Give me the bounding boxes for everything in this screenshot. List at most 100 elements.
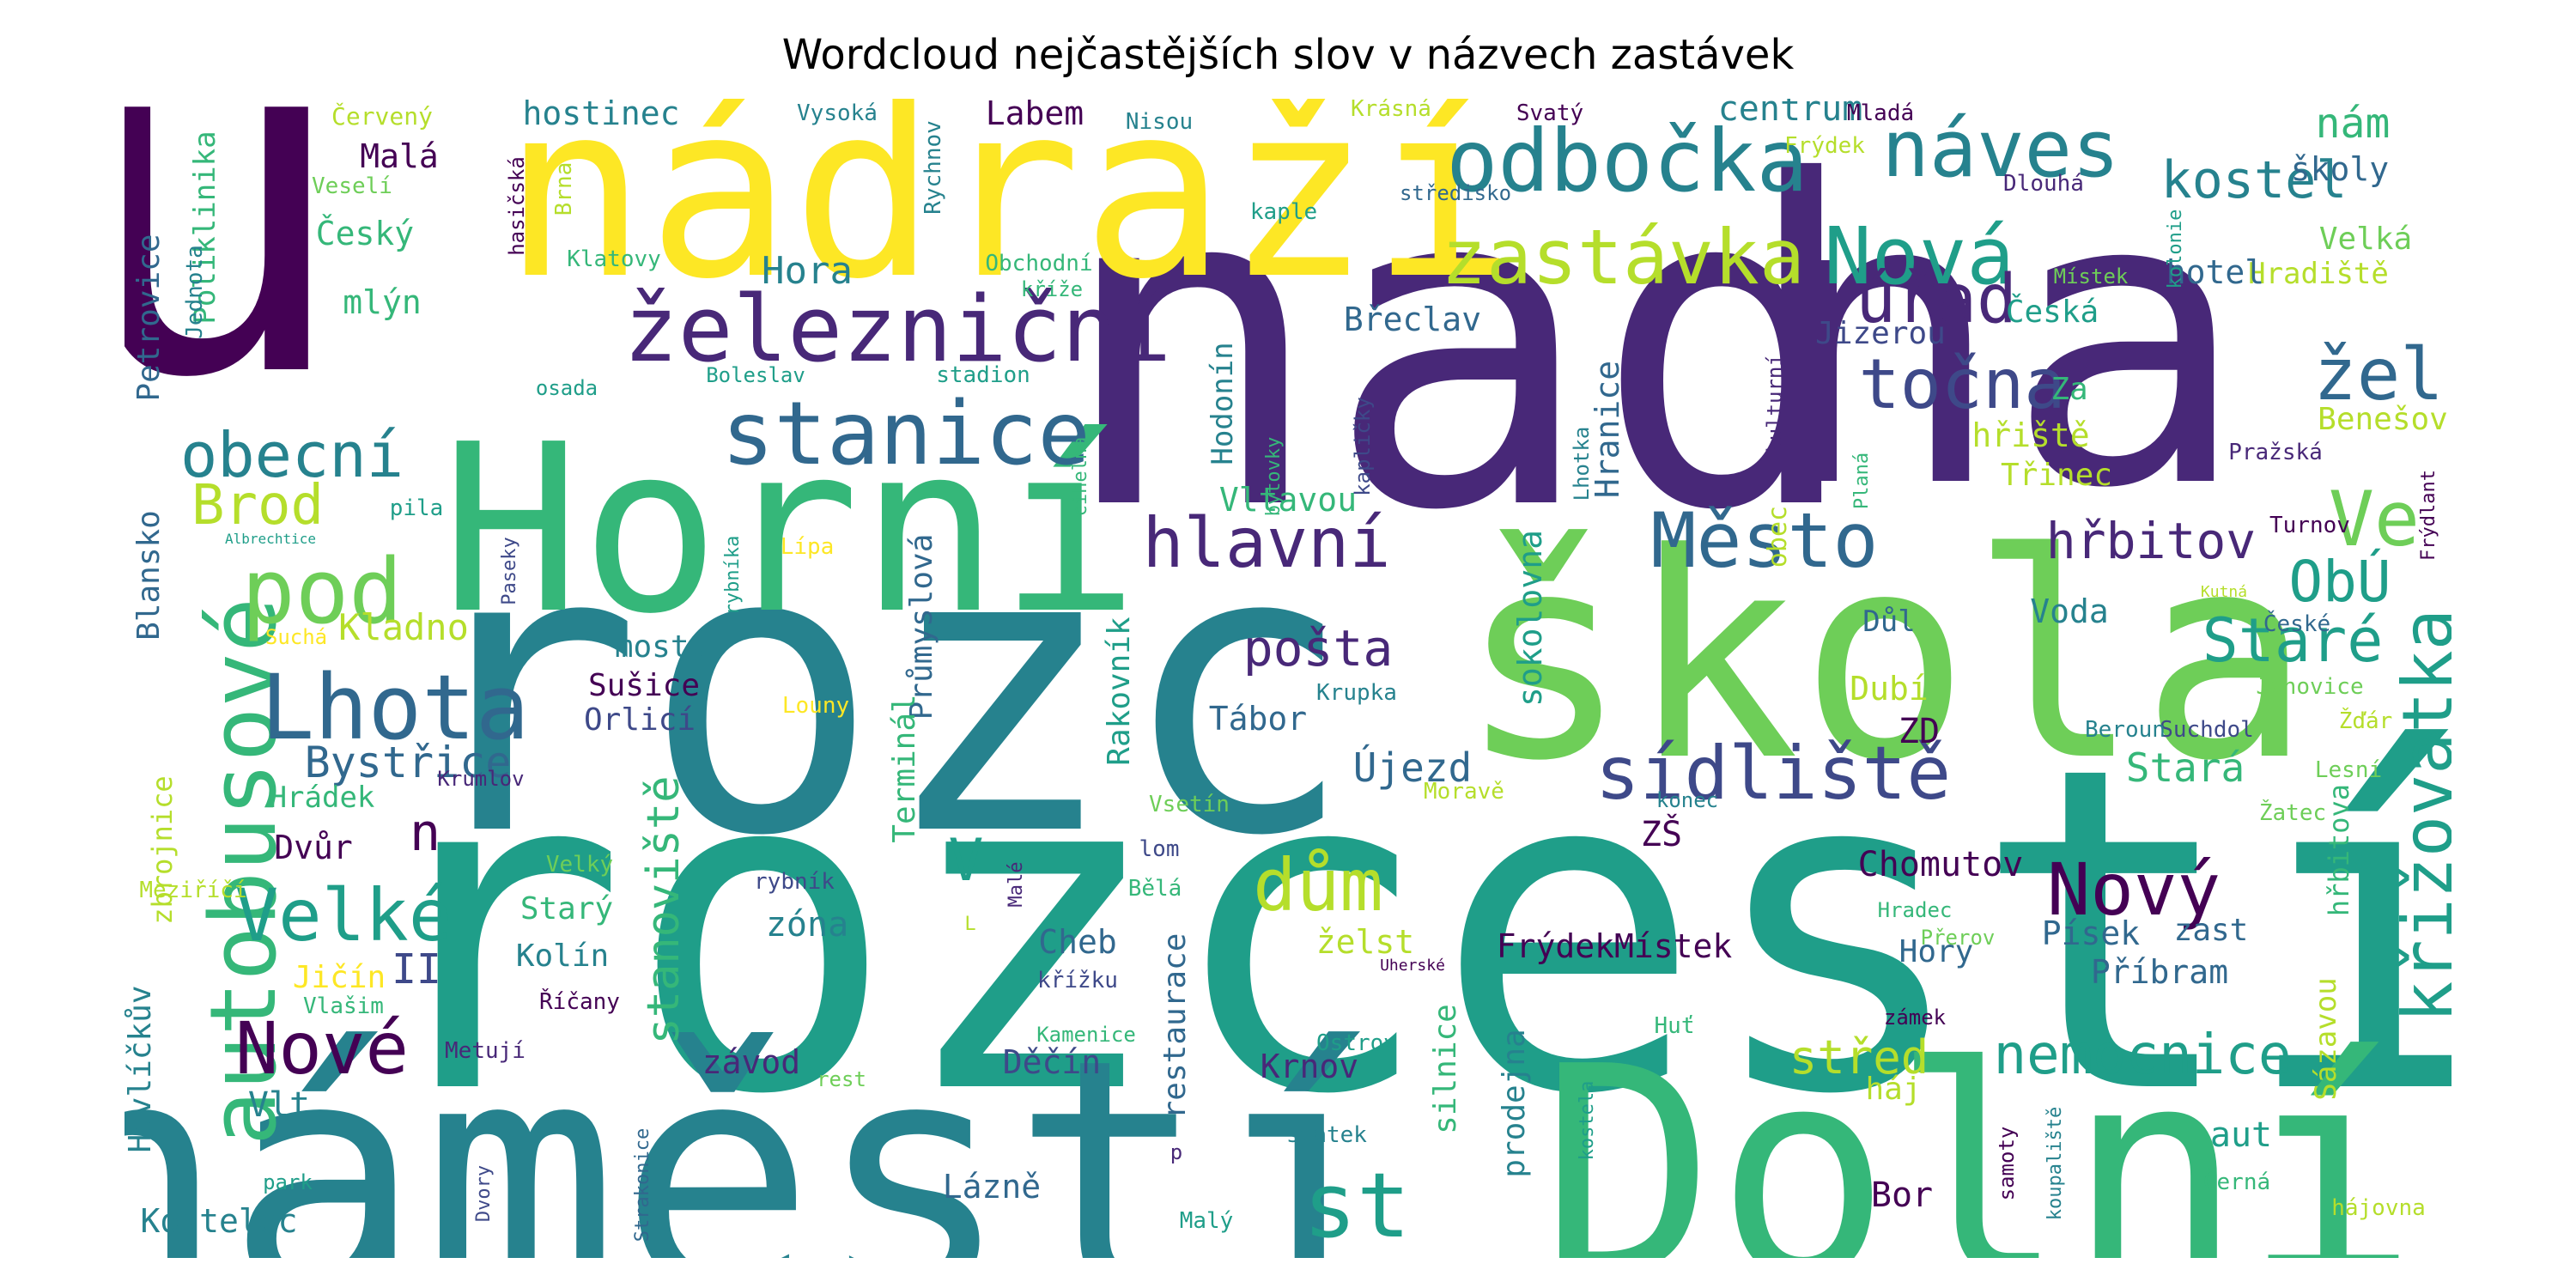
cloud-word: Boleslav [706, 363, 805, 387]
cloud-word: středisko [1400, 181, 1511, 205]
cloud-word: Kolín [516, 939, 609, 974]
cloud-word: Terminál [887, 694, 922, 842]
cloud-word: Nový [2047, 848, 2221, 932]
cloud-word: kaple [1250, 199, 1317, 225]
cloud-word: Červený [331, 101, 433, 131]
cloud-word: Suchdol [2160, 717, 2254, 743]
cloud-word: statek [1286, 1122, 1367, 1148]
cloud-word: p [1170, 1140, 1182, 1164]
cloud-word: stanoviště [638, 775, 690, 1044]
cloud-word: nad [1056, 88, 1862, 608]
cloud-word: želst [1316, 923, 1414, 961]
cloud-word: Písek [2042, 914, 2141, 952]
cloud-word: Louny [782, 693, 849, 719]
cloud-word: nám [2316, 100, 2391, 148]
cloud-word: n [410, 803, 440, 863]
cloud-word: konec [1656, 788, 1718, 812]
cloud-word: II [392, 945, 441, 993]
cloud-word: u [61, 0, 350, 483]
cloud-word: dům [1253, 843, 1383, 927]
cloud-word: kolonie [2165, 210, 2186, 289]
cloud-word: Žďár [2339, 707, 2393, 734]
cloud-word: Hora [762, 249, 853, 293]
cloud-word: Labem [986, 94, 1084, 132]
cloud-word: Třinec [2001, 458, 2112, 493]
cloud-word: kulturní [1763, 354, 1787, 453]
cloud-word: kapličky [1351, 397, 1375, 496]
cloud-word: Hory [1899, 934, 1974, 969]
cloud-word: Újezd [1353, 744, 1472, 791]
cloud-word: Lípa [781, 534, 835, 560]
cloud-word: Paseky [499, 537, 520, 605]
cloud-word: Meziříčí [139, 878, 246, 903]
cloud-word: ObÚ [2288, 549, 2391, 615]
cloud-word: rybníka [722, 536, 744, 616]
cloud-word: V [949, 827, 984, 895]
chart-title: Wordcloud nejčastějších slov v názvech z… [781, 31, 1795, 79]
cloud-word: FrýdekMístek [1497, 927, 1733, 965]
cloud-word: silnice [1428, 1004, 1463, 1134]
cloud-word: náměstí [29, 989, 1404, 1288]
cloud-word: stanice [721, 383, 1091, 485]
cloud-word: mostu [615, 629, 708, 665]
cloud-word: Vlt [248, 1085, 310, 1125]
cloud-word: Město [1651, 496, 1879, 585]
cloud-word: obec [1763, 506, 1793, 568]
cloud-word: Vlašim [303, 993, 384, 1019]
cloud-word: Veselí [312, 173, 392, 199]
cloud-word: L [964, 914, 975, 935]
cloud-word: Ostrov [1316, 1030, 1397, 1056]
cloud-word: Uherské [1380, 957, 1445, 975]
cloud-word: Přerov [1921, 926, 1996, 950]
cloud-word: náves [1882, 103, 2120, 195]
cloud-word: Cheb [1038, 923, 1117, 961]
cloud-word: Malý [1180, 1208, 1234, 1234]
cloud-word: Hradiště [2248, 257, 2389, 291]
cloud-word: Brna [551, 162, 577, 216]
cloud-word: Malé [1005, 862, 1027, 908]
cloud-word: závod [702, 1043, 800, 1081]
cloud-word: odbočka [1446, 111, 1807, 211]
cloud-word: stadion [936, 362, 1030, 388]
cloud-word: Hradec [1878, 898, 1953, 922]
cloud-word: Bystřice [305, 738, 512, 787]
cloud-word: hasičská [505, 156, 529, 256]
cloud-word: restaurace [1157, 933, 1193, 1120]
cloud-word: Vysoká [797, 100, 878, 126]
cloud-word: Lázně [943, 1168, 1041, 1206]
cloud-word: školy [2291, 150, 2389, 188]
cloud-word: Brod [191, 474, 324, 538]
cloud-word: lom [1139, 836, 1180, 862]
cloud-word: Voda [2030, 592, 2109, 630]
cloud-word: Obchodní [985, 251, 1092, 276]
cloud-word: Pražská [2228, 440, 2323, 465]
cloud-word: st [1303, 1153, 1410, 1258]
cloud-word: zbrojnice [146, 775, 179, 924]
cloud-word: Moravě [1424, 779, 1504, 805]
cloud-word: Dlouhá [2003, 171, 2084, 197]
cloud-word: hotel [2166, 253, 2264, 291]
cloud-word: Janovice [2256, 674, 2363, 700]
cloud-word: Turnov [2269, 513, 2350, 538]
cloud-word: Žatec [2259, 799, 2326, 826]
cloud-word: aut [2210, 1115, 2272, 1155]
cloud-word: Místek [2054, 264, 2129, 289]
cloud-word: Dubí [1850, 670, 1929, 708]
cloud-word: Klatovy [567, 246, 661, 272]
cloud-word: Ve [2329, 475, 2420, 563]
cloud-word: Průmyslová [904, 534, 939, 720]
cloud-word: bytovky [1263, 437, 1285, 517]
cloud-word: Kutná [2201, 583, 2247, 601]
cloud-word: Strakonice [632, 1128, 653, 1242]
cloud-word: hlavní [1143, 503, 1391, 583]
cloud-word: hřiště [1971, 416, 2089, 454]
cloud-word: Metují [445, 1038, 526, 1064]
cloud-word: Horní [441, 394, 1139, 665]
cloud-word: Kladno [338, 606, 469, 648]
cloud-word: nemocnice [1994, 1024, 2292, 1087]
cloud-word: pila [390, 495, 444, 521]
cloud-word: Za [2050, 372, 2087, 407]
cloud-word: háj [1865, 1072, 1921, 1107]
cloud-word: škola [1458, 493, 2311, 823]
